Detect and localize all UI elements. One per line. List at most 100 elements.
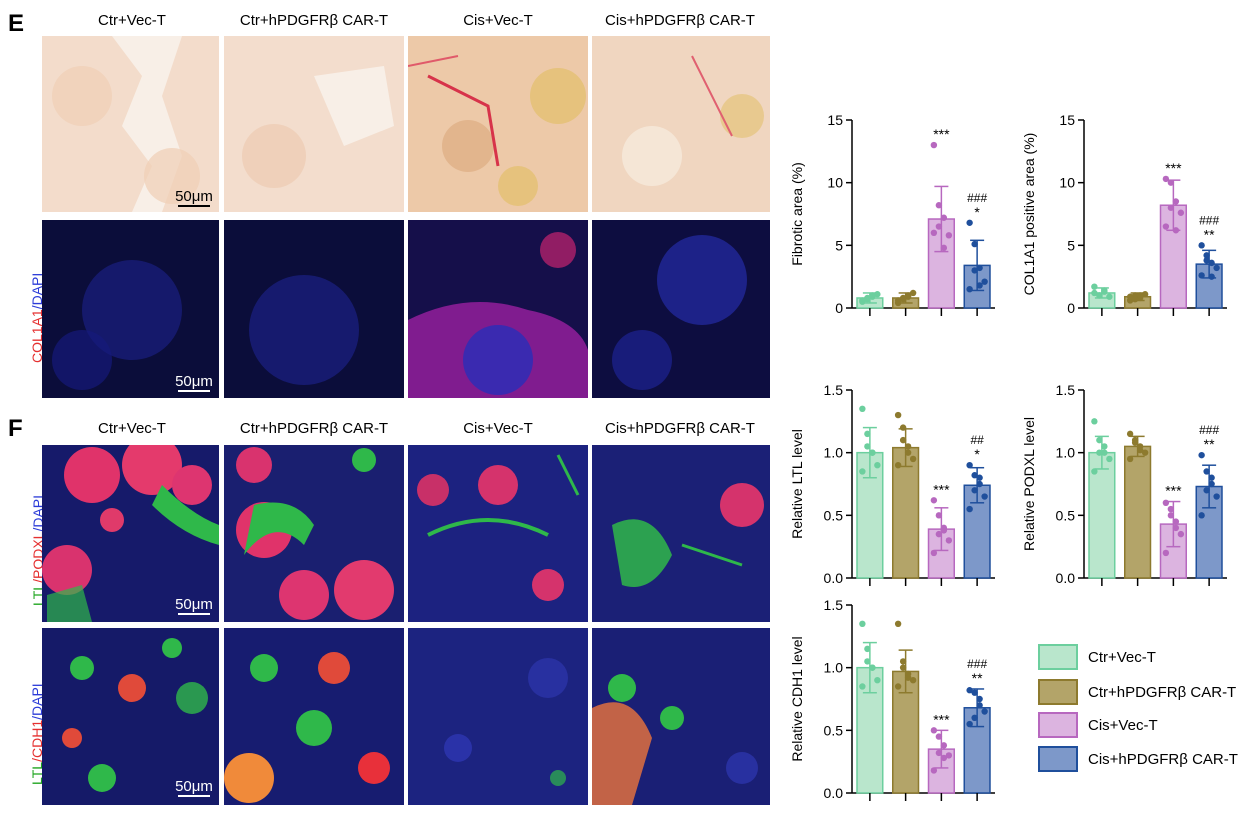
data-point (1177, 209, 1185, 216)
legend-label-ctr-vec: Ctr+Vec-T (1088, 648, 1156, 666)
data-point (899, 664, 907, 671)
data-point (1136, 292, 1144, 299)
data-point (930, 767, 938, 774)
data-point (966, 462, 973, 469)
data-point (966, 286, 973, 293)
data-point (971, 714, 978, 721)
significance-label: *** (1165, 483, 1182, 499)
f-if2-ctr-vec (42, 628, 219, 805)
data-point (869, 664, 876, 671)
data-point (981, 278, 988, 285)
significance-label: * (974, 204, 980, 220)
data-point (1141, 449, 1149, 456)
data-point (1198, 272, 1205, 279)
data-point (859, 297, 866, 304)
bar (1124, 445, 1152, 579)
f-scalebar-bottom: 50μm (172, 778, 216, 797)
panel-letter-e: E (8, 10, 25, 37)
data-point (940, 527, 948, 534)
data-point (869, 292, 876, 299)
f-scalebar-bottom-line (178, 795, 210, 797)
e-scalebar-top-label: 50μm (175, 188, 213, 205)
data-point (971, 267, 978, 274)
y-tick-label: 1.0 (824, 660, 844, 676)
f-col-title-1: Ctr+Vec-T (98, 420, 166, 437)
data-point (909, 455, 917, 463)
y-tick-label: 10 (827, 175, 843, 191)
data-point (894, 462, 902, 469)
y-axis-label: COL1A1 positive area (%) (1021, 133, 1037, 296)
data-point (1131, 296, 1139, 303)
e-if-cis-vec (408, 220, 588, 398)
data-point (1091, 289, 1098, 297)
data-point (966, 720, 973, 728)
data-point (874, 291, 881, 298)
y-tick-label: 5 (835, 237, 843, 253)
data-point (976, 282, 983, 289)
data-point (1141, 291, 1149, 298)
f-col-title-3: Cis+Vec-T (463, 420, 533, 437)
e-scalebar-top-line (178, 205, 210, 207)
y-axis-label: Relative PODXL level (1021, 417, 1037, 551)
data-point (1136, 446, 1144, 454)
data-point (945, 537, 953, 544)
y-tick-label: 15 (1059, 112, 1075, 128)
data-point (976, 264, 983, 272)
data-point (1091, 418, 1098, 425)
data-point (894, 411, 902, 419)
significance-label-hash: ### (967, 657, 987, 671)
f-scalebar-bottom-label: 50μm (175, 778, 213, 795)
data-point (940, 742, 948, 749)
y-tick-label: 0 (835, 300, 843, 316)
y-tick-label: 0.0 (1056, 570, 1076, 586)
e-scalebar-top: 50μm (172, 188, 216, 207)
data-point (1096, 436, 1103, 444)
data-point (930, 229, 938, 236)
data-point (1203, 252, 1210, 259)
data-point (1167, 512, 1175, 519)
f-scalebar-top: 50μm (172, 596, 216, 615)
data-point (1172, 227, 1180, 234)
data-point (1167, 179, 1175, 186)
y-tick-label: 1.5 (1056, 382, 1076, 398)
data-point (976, 695, 983, 703)
data-point (971, 240, 978, 248)
data-point (1162, 499, 1170, 506)
f-if1-cis-car (592, 445, 770, 622)
significance-label: *** (1165, 160, 1182, 176)
data-point (1126, 430, 1134, 438)
data-point (1167, 204, 1175, 211)
data-point (864, 658, 871, 665)
data-point (976, 474, 983, 481)
legend-label-cis-car: Cis+hPDGFRβ CAR-T (1088, 750, 1238, 768)
data-point (1172, 518, 1180, 525)
y-tick-label: 1.0 (1056, 445, 1076, 461)
data-point (971, 472, 978, 479)
data-point (945, 752, 953, 759)
data-point (1198, 242, 1205, 249)
data-point (864, 294, 871, 302)
data-point (1162, 223, 1170, 230)
data-point (981, 493, 988, 500)
significance-label-hash: ### (967, 191, 987, 205)
data-point (894, 620, 902, 627)
data-point (899, 424, 907, 431)
legend-item-ctr-car: Ctr+hPDGFRβ CAR-T (1038, 678, 1236, 706)
e-histology-ctr-vec (42, 36, 219, 212)
data-point (859, 405, 866, 412)
data-point (930, 141, 938, 149)
data-point (859, 468, 866, 475)
y-tick-label: 0.0 (824, 785, 844, 801)
e-col-title-1: Ctr+Vec-T (98, 12, 166, 29)
significance-label: * (974, 446, 980, 462)
f-if1-ctr-car (224, 445, 404, 622)
significance-label-hash: ### (1199, 213, 1219, 227)
data-point (869, 449, 876, 456)
legend-item-cis-vec: Cis+Vec-T (1038, 711, 1158, 739)
data-point (976, 702, 983, 709)
y-tick-label: 0.5 (824, 507, 844, 523)
